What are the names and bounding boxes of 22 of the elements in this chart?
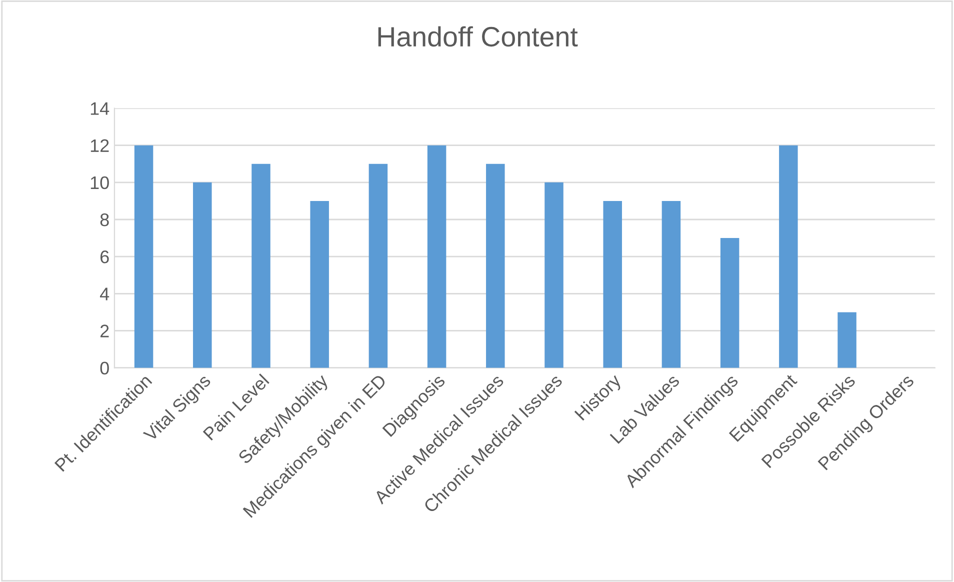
y-tick-label: 0 bbox=[100, 362, 109, 375]
bar bbox=[368, 164, 388, 368]
bar bbox=[310, 200, 329, 368]
y-tick-label: 10 bbox=[90, 176, 109, 190]
y-tick-label: 14 bbox=[90, 102, 110, 115]
bar bbox=[193, 182, 212, 368]
bar bbox=[838, 312, 856, 368]
bar bbox=[720, 238, 740, 368]
bar bbox=[134, 145, 154, 368]
y-tick-label: 2 bbox=[100, 324, 109, 338]
bar bbox=[779, 145, 798, 368]
bar bbox=[662, 200, 681, 368]
y-tick-label: 12 bbox=[90, 139, 109, 152]
bar bbox=[252, 164, 270, 368]
bar bbox=[427, 145, 446, 368]
bar bbox=[603, 200, 622, 368]
y-tick-label: 8 bbox=[100, 213, 109, 226]
y-tick-label: 4 bbox=[100, 288, 110, 300]
chart-title: Handoff Content bbox=[378, 26, 578, 47]
bar bbox=[544, 182, 564, 368]
bar bbox=[486, 164, 505, 368]
y-tick-label: 6 bbox=[100, 250, 109, 264]
